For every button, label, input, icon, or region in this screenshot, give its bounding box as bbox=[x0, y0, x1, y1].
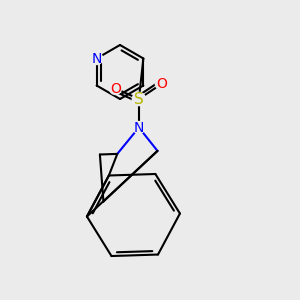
Text: O: O bbox=[156, 77, 167, 91]
Circle shape bbox=[91, 52, 103, 64]
Text: N: N bbox=[134, 121, 144, 134]
Text: S: S bbox=[134, 92, 144, 106]
Text: N: N bbox=[92, 52, 102, 65]
Text: O: O bbox=[110, 82, 121, 95]
Circle shape bbox=[155, 78, 167, 90]
Circle shape bbox=[132, 92, 146, 106]
Circle shape bbox=[110, 82, 122, 94]
Circle shape bbox=[133, 122, 145, 134]
